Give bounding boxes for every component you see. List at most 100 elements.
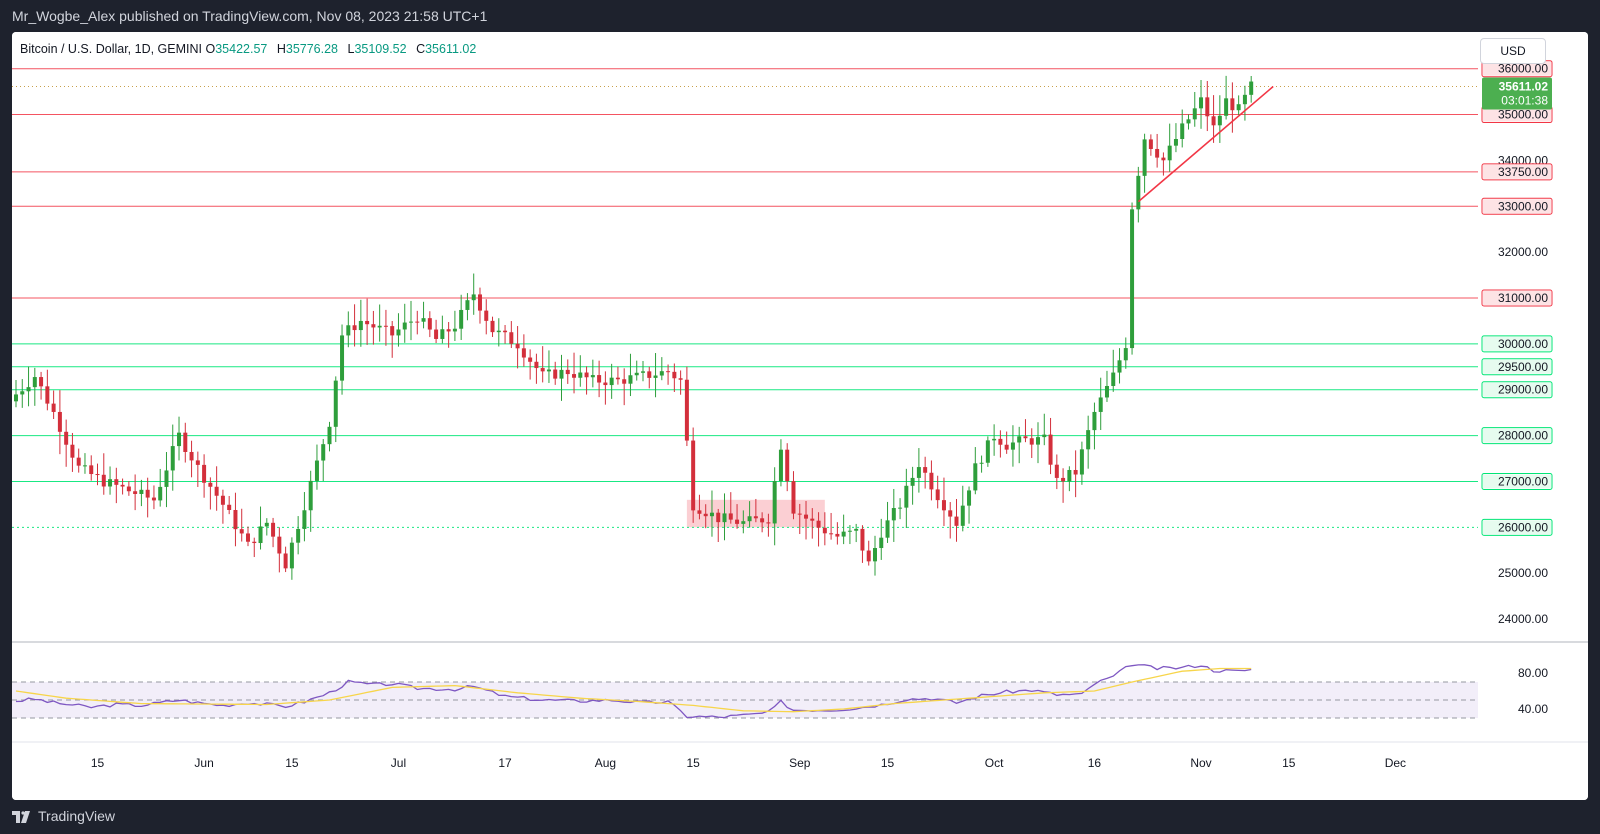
candle-body	[346, 325, 351, 336]
candle-body	[941, 500, 946, 511]
candle-body	[1048, 434, 1053, 465]
candle-body	[434, 329, 439, 339]
candle-body	[371, 324, 376, 328]
candle-body	[308, 480, 313, 511]
candle-body	[396, 329, 401, 336]
ascending-trendline	[1137, 85, 1274, 203]
candle-body	[791, 481, 796, 514]
candle-body	[39, 377, 44, 387]
close-value: 35611.02	[425, 42, 477, 56]
candle-body	[377, 325, 382, 328]
candle-body	[421, 318, 426, 322]
candle-body	[572, 374, 577, 378]
candle-body	[703, 513, 708, 517]
candle-body	[1017, 436, 1022, 443]
level-tag-label: 28000.00	[1498, 429, 1548, 443]
candle-body	[641, 371, 645, 373]
level-tag-fill	[1483, 359, 1551, 374]
level-tag-fill	[1483, 474, 1551, 489]
candle-body	[1136, 175, 1141, 210]
candle-body	[741, 521, 746, 524]
candle-body	[973, 463, 978, 491]
time-axis-label: Sep	[789, 756, 811, 770]
candle-body	[760, 518, 765, 523]
candle-body	[898, 507, 903, 509]
level-tag-fill	[1483, 164, 1551, 179]
candle-body	[446, 329, 451, 332]
level-tag-label: 27000.00	[1498, 474, 1548, 488]
candle-body	[415, 321, 420, 323]
level-tag-label: 36000.00	[1498, 62, 1548, 76]
candle-body	[766, 522, 771, 524]
candle-body	[841, 531, 846, 537]
candle-body	[565, 369, 570, 375]
candle-body	[252, 541, 257, 544]
candle-body	[684, 379, 689, 441]
time-axis-label: 15	[686, 756, 700, 770]
candle-body	[891, 508, 896, 521]
candle-body	[471, 294, 476, 301]
candle-body	[597, 375, 602, 383]
currency-selector-button[interactable]: USD	[1480, 38, 1546, 64]
candle-body	[1111, 372, 1116, 386]
candle-body	[82, 465, 87, 467]
candle-body	[440, 329, 445, 339]
candle-body	[314, 460, 319, 481]
price-axis-label: 25000.00	[1498, 566, 1548, 580]
candle-body	[26, 387, 31, 392]
level-tag-fill	[1483, 382, 1551, 397]
candle-body	[164, 470, 169, 487]
candle-body	[735, 519, 740, 524]
rsi-axis-label: 80.00	[1518, 666, 1548, 680]
candle-body	[402, 322, 407, 330]
candle-body	[271, 522, 276, 537]
chart-panel[interactable]: 80.00 40.00 24000.00 25000.00 32000.00 34000…	[12, 32, 1588, 800]
symbol-name: Bitcoin / U.S. Dollar, 1D, GEMINI	[20, 42, 202, 56]
candle-body	[904, 485, 909, 508]
last-price-label: 35611.02	[1499, 80, 1549, 94]
high-label: H	[276, 42, 286, 56]
candle-body	[1092, 411, 1097, 431]
time-axis-label: 17	[498, 756, 512, 770]
candle-body	[534, 361, 539, 369]
candle-body	[340, 335, 345, 381]
candle-body	[177, 432, 182, 447]
open-value: 35422.57	[215, 42, 268, 56]
candle-body	[427, 318, 432, 330]
candle-body	[992, 438, 997, 441]
candle-body	[885, 520, 890, 538]
candle-body	[139, 489, 144, 494]
candle-body	[1161, 157, 1166, 161]
candle-body	[14, 394, 18, 402]
candle-body	[133, 491, 138, 494]
candle-body	[195, 460, 200, 465]
candle-body	[1224, 98, 1229, 116]
candle-body	[778, 449, 783, 482]
candle-body	[245, 533, 250, 542]
footer-branding: TradingView	[12, 808, 115, 824]
candle-body	[1023, 436, 1028, 439]
candle-body	[189, 451, 194, 461]
time-axis-label: Oct	[985, 756, 1004, 770]
candle-body	[1167, 145, 1172, 161]
candle-body	[960, 505, 965, 526]
candle-body	[866, 550, 871, 562]
candle-body	[647, 371, 652, 378]
candle-body	[1130, 209, 1135, 349]
candle-body	[590, 375, 595, 378]
candle-body	[979, 462, 984, 464]
candle-body	[1036, 437, 1041, 445]
level-tag-fill	[1483, 199, 1551, 214]
candle-body	[1079, 449, 1084, 475]
candle-body	[57, 411, 62, 432]
candle-body	[283, 553, 288, 569]
candle-body	[816, 520, 821, 528]
candle-body	[728, 513, 733, 520]
candle-body	[540, 368, 545, 372]
candle-body	[603, 382, 608, 386]
candle-body	[716, 512, 721, 523]
candle-body	[1199, 97, 1204, 109]
candle-body	[20, 391, 25, 395]
level-tag-fill	[1483, 520, 1551, 535]
